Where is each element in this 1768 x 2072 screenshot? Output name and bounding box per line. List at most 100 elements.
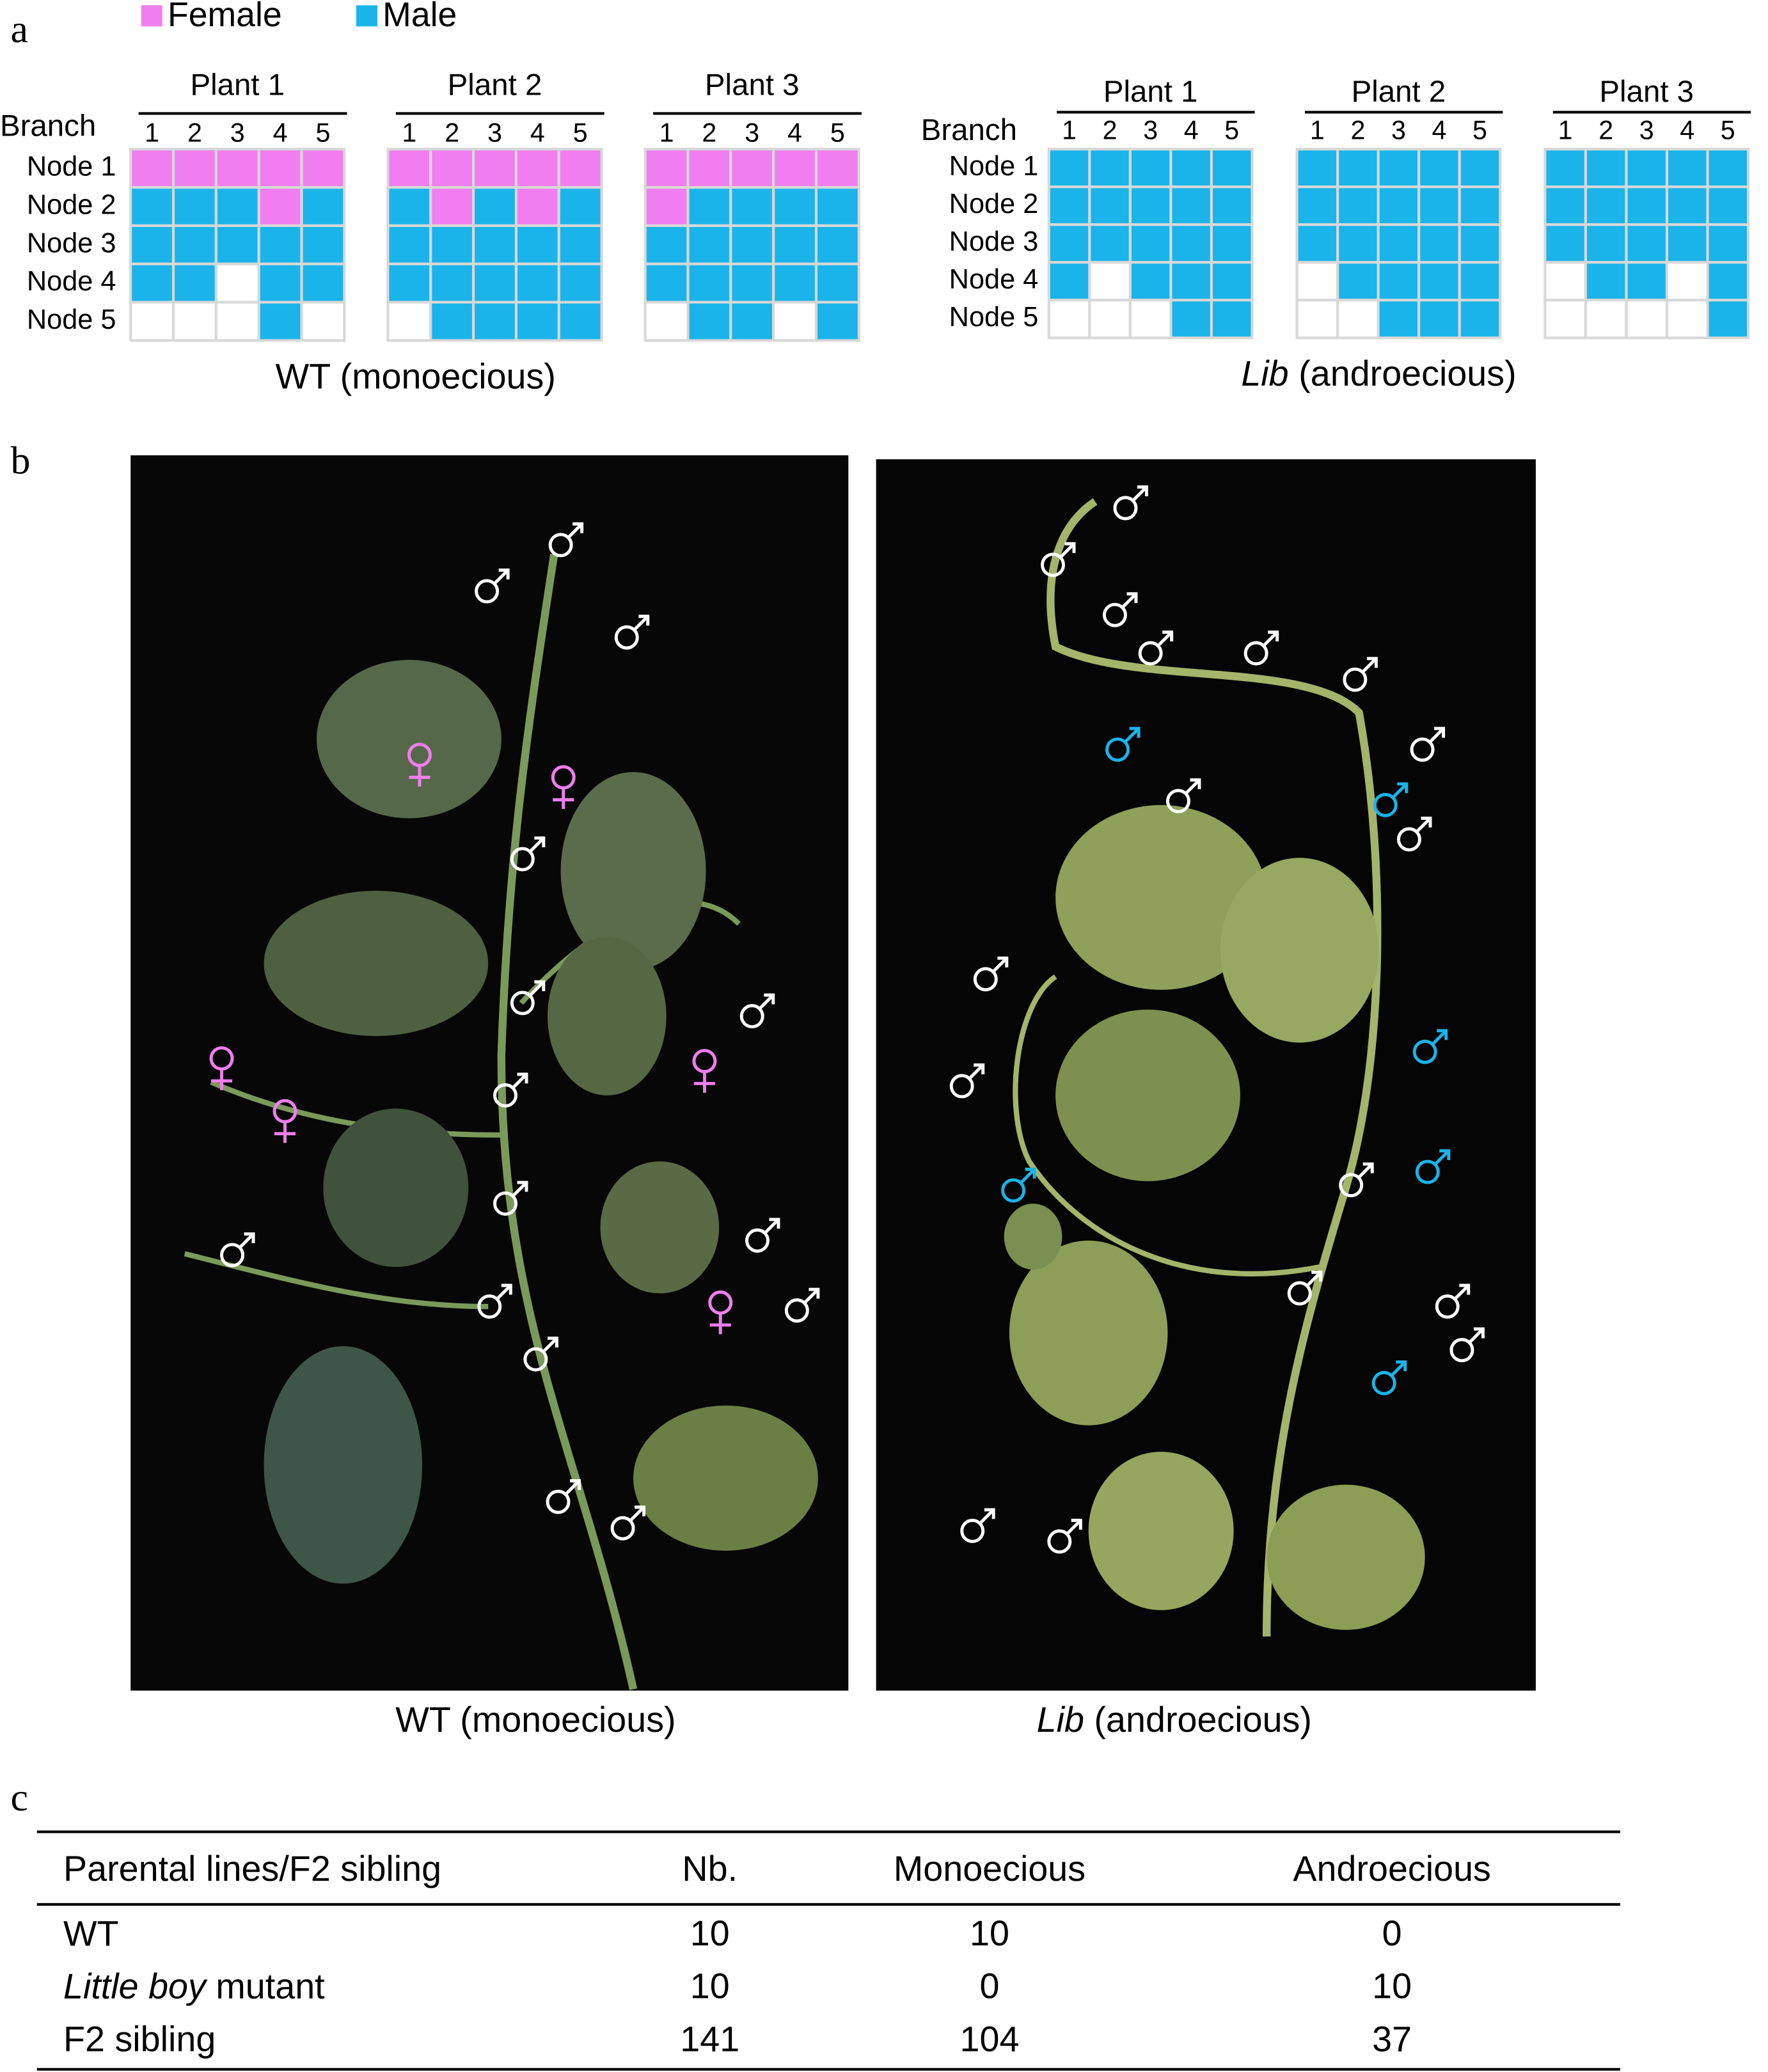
- grid-cell: [1295, 223, 1339, 264]
- branch-label: Branch: [921, 113, 1017, 147]
- grid-cell: [1169, 299, 1213, 340]
- branch-number: 4: [1680, 115, 1694, 145]
- grid-cell: [772, 262, 818, 304]
- grid-cell: [1665, 148, 1709, 189]
- grid-cell: [1336, 299, 1380, 340]
- grid-cell: [129, 224, 175, 265]
- panel-label: c: [11, 1776, 28, 1819]
- grid-cell: [1584, 261, 1628, 302]
- grid-cell: [686, 301, 732, 342]
- grid-cell: [1584, 148, 1628, 189]
- grid-cell: [1377, 185, 1421, 226]
- grid-cell: [171, 148, 217, 189]
- grid-cell: [472, 148, 517, 189]
- grid-cell: [386, 148, 432, 189]
- grid-cell: [257, 262, 303, 304]
- table-cell: 141: [680, 2019, 739, 2059]
- table-cell: 104: [960, 2019, 1020, 2059]
- branch-number: 4: [1184, 115, 1199, 145]
- branch-number: 1: [1558, 115, 1573, 145]
- branch-number: 3: [230, 118, 245, 147]
- grid-cell: [1665, 261, 1709, 302]
- grid-cell: [1543, 261, 1587, 302]
- grid-cell: [643, 148, 690, 189]
- plant-name: Plant 2: [1352, 75, 1446, 109]
- grid-cell: [1625, 261, 1669, 302]
- grid-cell: [1377, 223, 1421, 264]
- grid-cell: [1088, 185, 1132, 226]
- grid-cell: [1088, 261, 1132, 302]
- grid-cell: [1625, 148, 1669, 189]
- grid-cell: [300, 262, 346, 304]
- node-label: Node 3: [27, 228, 116, 258]
- grid-cell: [1088, 148, 1132, 189]
- node-label: Node 4: [27, 266, 116, 297]
- grid-cell: [514, 148, 560, 189]
- photo-caption-part: Lib: [1037, 1700, 1084, 1739]
- grid-cell: [1047, 185, 1091, 226]
- grid-cell: [514, 301, 560, 342]
- table-cell-part: F2 sibling: [63, 2019, 216, 2059]
- photo-caption-part: (androecious): [1094, 1700, 1312, 1739]
- branch-number: 1: [402, 118, 416, 147]
- grid-cell: [1088, 223, 1132, 264]
- branch-number: 4: [787, 118, 802, 147]
- grid-cell: [557, 301, 603, 342]
- grid-cell: [1169, 185, 1213, 226]
- grid-cell: [1543, 223, 1587, 264]
- branch-number: 5: [573, 118, 588, 147]
- grid-cell: [1417, 185, 1461, 226]
- grid-cell: [1665, 299, 1709, 340]
- legend-label: Male: [383, 0, 457, 34]
- grid-cell: [1625, 299, 1669, 340]
- plant-name: Plant 1: [1103, 75, 1198, 109]
- table-cell: 37: [1372, 2019, 1412, 2059]
- grid-cell: [1128, 148, 1172, 189]
- group-caption: Lib (androecious): [1241, 354, 1516, 393]
- branch-number: 2: [1350, 115, 1365, 145]
- branch-number: 1: [145, 118, 159, 147]
- grid-cell: [214, 262, 260, 304]
- grid-cell: [729, 148, 775, 189]
- grid-cell: [1417, 148, 1461, 189]
- grid-cell: [1047, 299, 1091, 340]
- grid-cell: [1543, 148, 1587, 189]
- grid-cell: [1336, 223, 1380, 264]
- grid-cell: [1295, 299, 1339, 340]
- grid-cell: [729, 301, 775, 342]
- grid-cell: [1706, 148, 1750, 189]
- grid-cell: [1458, 299, 1502, 340]
- grid-cell: [300, 148, 346, 189]
- table-cell: 10: [970, 1913, 1009, 1953]
- grid-cell: [1543, 185, 1587, 226]
- branch-number: 4: [273, 118, 288, 147]
- grid-cell: [1210, 148, 1254, 189]
- branch-number: 1: [1062, 115, 1077, 145]
- table-cell-part: WT: [63, 1913, 119, 1953]
- table-cell: Little boy mutant: [63, 1966, 325, 2006]
- grid-cell: [1625, 223, 1669, 264]
- grid-cell: [257, 148, 303, 189]
- grid-cell: [686, 185, 732, 227]
- grid-cell: [1336, 261, 1380, 302]
- grid-cell: [1336, 185, 1380, 226]
- grid-cell: [643, 224, 690, 265]
- grid-cell: [257, 224, 303, 265]
- branch-number: 1: [659, 118, 674, 147]
- branch-number: 2: [445, 118, 459, 147]
- node-label: Node 5: [949, 302, 1039, 333]
- grid-cell: [686, 224, 732, 265]
- table-cell: WT: [63, 1913, 119, 1953]
- grid-cell: [1128, 299, 1172, 340]
- grid-cell: [429, 185, 475, 227]
- branch-number: 2: [187, 118, 202, 147]
- grid-cell: [1169, 148, 1213, 189]
- grid-cell: [557, 185, 603, 227]
- grid-cell: [1295, 148, 1339, 189]
- branch-number: 5: [1472, 115, 1487, 145]
- grid-cell: [214, 301, 260, 342]
- grid-cell: [1210, 261, 1254, 302]
- grid-cell: [1625, 185, 1669, 226]
- grid-cell: [686, 148, 732, 189]
- grid-cell: [1336, 148, 1380, 189]
